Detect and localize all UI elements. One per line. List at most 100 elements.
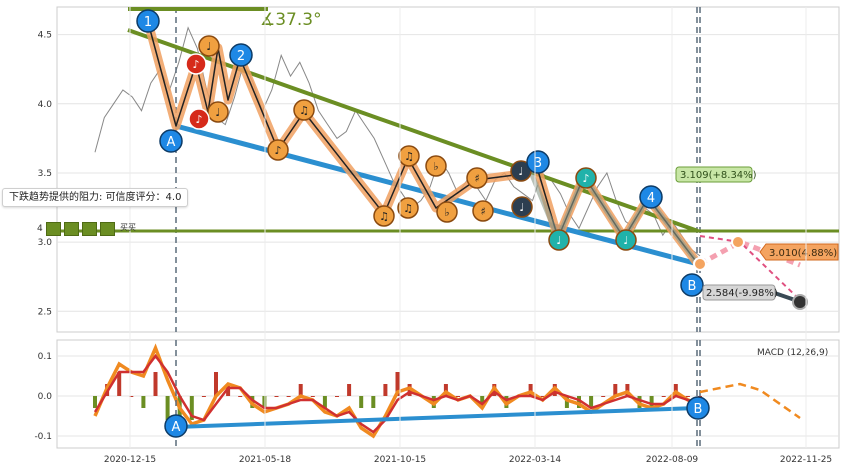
macd-bar	[480, 396, 485, 408]
note-marker	[398, 145, 420, 167]
note-marker	[397, 197, 419, 219]
note-marker	[373, 205, 395, 227]
wave-label-text: 3	[534, 156, 542, 171]
macd-signal-line	[93, 353, 701, 434]
macd-bar	[685, 396, 690, 397]
price-box-down-bg	[702, 284, 776, 301]
note-glyph: ♩	[519, 201, 524, 214]
macd-y-axis: 0.1 0.0 -0.1	[34, 352, 52, 442]
macd-bar	[177, 396, 182, 432]
projection-mid-dot	[731, 235, 745, 249]
x-tick-label: 2021-10-15	[374, 455, 426, 465]
macd-bar	[238, 396, 243, 397]
price-y-axis: 2.5 3.0 3.5 4.0 4.5	[38, 31, 53, 318]
macd-bar	[201, 396, 206, 397]
macd-bar	[371, 396, 376, 408]
macd-bar	[613, 384, 618, 396]
wave-label-text: 1	[144, 15, 152, 30]
note-glyph: ♫	[299, 104, 309, 117]
price-box-up-bg	[675, 166, 753, 183]
wave-label-text: 4	[647, 191, 655, 206]
note-glyph: ♫	[404, 150, 414, 163]
macd-lines	[93, 343, 701, 439]
macd-bar	[528, 384, 533, 396]
wave-label-text: A	[167, 135, 176, 150]
price-box-up-text: 3.109(+8.34%)	[680, 170, 757, 181]
note-marker	[198, 35, 220, 57]
macd-bar	[625, 384, 630, 396]
note-glyph: ♫	[379, 210, 389, 223]
note-glyph: ♩	[206, 40, 211, 53]
note-marker	[548, 229, 570, 251]
macd-bar	[322, 396, 327, 408]
note-glyph: ♫	[403, 202, 413, 215]
wave-label-marker	[526, 150, 550, 174]
wave-label-text: B	[688, 279, 697, 294]
note-marker	[185, 53, 207, 75]
note-marker	[466, 167, 488, 189]
note-glyph: ♯	[480, 205, 485, 218]
macd-wave-label-text: B	[694, 402, 703, 417]
signal-badge	[46, 222, 61, 236]
note-glyph: ♭	[444, 206, 449, 219]
wave-label-text: 2	[237, 49, 245, 64]
x-tick-label: 2022-08-09	[646, 455, 699, 465]
macd-bar	[214, 372, 218, 396]
macd-y-tick-label: -0.1	[34, 432, 52, 442]
macd-bar	[395, 372, 400, 396]
macd-line	[93, 343, 701, 439]
wave-labels: 1 2 3 4 A B	[136, 9, 704, 297]
price-grid	[57, 34, 839, 312]
macd-bar	[298, 384, 303, 396]
macd-bar	[189, 396, 194, 420]
left-level-label: 4	[37, 224, 43, 234]
macd-bar	[286, 396, 291, 397]
note-glyph: ♯	[474, 172, 479, 185]
note-glyph: ♩	[215, 106, 220, 119]
signal-badge-text: 买买	[120, 223, 136, 232]
note-marker	[207, 101, 229, 123]
note-markers: ♩ ♪ ♩ ♪ ♫ ♪ ♫ ♭ ♯ ♫ ♫ ♭ ♯ ♩ ♩ ♪ ♩ ♩	[185, 35, 637, 251]
wave-label-marker	[229, 43, 253, 67]
macd-bar	[129, 396, 134, 397]
macd-bar	[347, 384, 352, 396]
projection-end-dot	[792, 294, 808, 310]
macd-bar	[383, 384, 388, 396]
macd-y-tick-label: 0.0	[38, 392, 53, 402]
note-glyph: ♪	[192, 58, 199, 71]
note-glyph: ♭	[433, 160, 438, 173]
macd-bar	[165, 396, 170, 420]
wave-gray-band	[527, 169, 700, 266]
macd-bar	[117, 372, 122, 396]
wave-label-marker	[159, 129, 183, 153]
macd-wave-label-text: A	[172, 420, 181, 435]
wave-label-marker	[639, 185, 663, 209]
macd-bar	[335, 396, 339, 397]
note-marker	[575, 167, 597, 189]
macd-bar	[141, 396, 146, 408]
macd-bar	[310, 396, 315, 397]
signal-badges: 买买	[46, 222, 136, 236]
angle-label: ∡37.3°	[260, 10, 322, 30]
wave-label-marker	[680, 273, 704, 297]
macd-bar	[540, 396, 545, 397]
note-marker	[615, 229, 637, 251]
macd-projection	[699, 382, 801, 420]
macd-bar	[661, 396, 666, 397]
note-marker	[188, 108, 210, 130]
note-glyph: ♪	[274, 144, 281, 157]
signal-badge	[82, 222, 97, 236]
note-glyph: ♩	[623, 234, 628, 247]
note-marker	[511, 196, 533, 218]
y-tick-label: 4.0	[38, 100, 53, 110]
x-tick-label: 2022-03-14	[509, 455, 562, 465]
wave-label-marker	[136, 9, 160, 33]
y-tick-label: 4.5	[38, 31, 52, 41]
note-glyph: ♪	[582, 172, 589, 185]
macd-wave-label-marker	[686, 396, 710, 420]
macd-bar	[649, 396, 654, 408]
price-box-mid: 3.010(4.88%)	[759, 243, 839, 261]
x-tick-label: 2021-05-18	[239, 455, 292, 465]
y-tick-label: 3.5	[38, 169, 52, 179]
